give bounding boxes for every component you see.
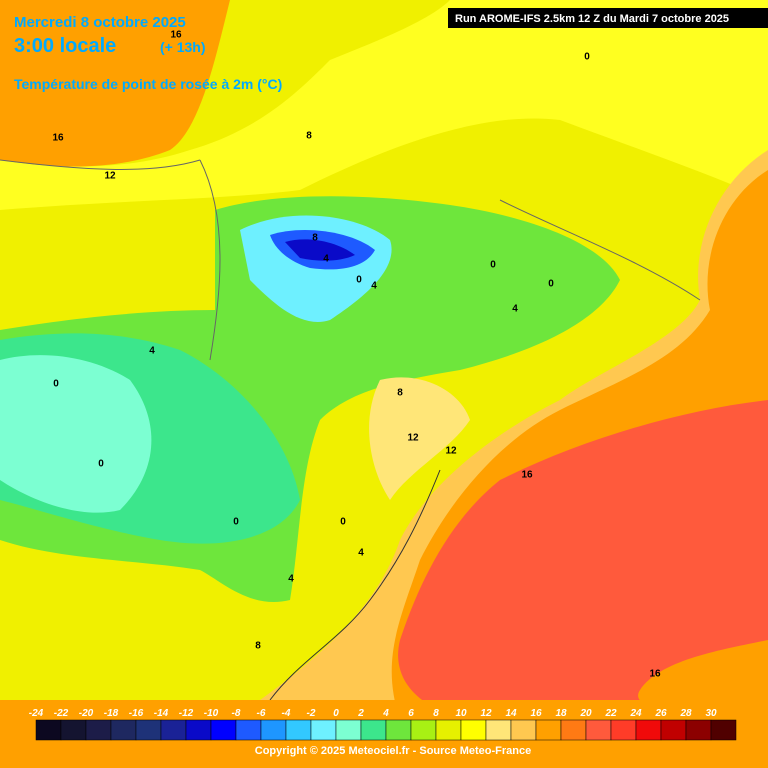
contour-label: 0 <box>53 379 59 390</box>
legend-label: 12 <box>480 708 492 719</box>
contour-label: 8 <box>397 388 403 399</box>
legend-label: -12 <box>179 708 194 719</box>
legend-swatch <box>460 719 487 741</box>
legend-swatch <box>210 719 237 741</box>
legend-swatch <box>335 719 362 741</box>
contour-label: 12 <box>104 171 116 182</box>
legend-label: 18 <box>555 708 567 719</box>
contour-label: 4 <box>358 548 364 559</box>
legend-label: -14 <box>154 708 169 719</box>
legend-label: 22 <box>604 708 617 719</box>
contour-label: 16 <box>170 30 182 41</box>
legend-swatch <box>185 719 212 741</box>
legend-swatch <box>510 719 537 741</box>
region-orange-nw <box>0 0 230 167</box>
legend-label: 24 <box>629 708 642 719</box>
contour-label: 0 <box>356 275 362 286</box>
contour-label: 12 <box>445 446 457 457</box>
legend-swatch <box>360 719 387 741</box>
coastline <box>269 469 441 701</box>
region-cyan <box>0 355 152 513</box>
legend-swatch <box>260 719 287 741</box>
legend-swatch <box>485 719 512 741</box>
legend-label: 20 <box>579 708 592 719</box>
legend-swatch <box>135 719 162 741</box>
legend-swatch <box>310 719 337 741</box>
legend-label: -2 <box>307 708 316 719</box>
contour-label: 0 <box>490 260 496 271</box>
legend-label: -18 <box>104 708 119 719</box>
legend-label: -10 <box>204 708 219 719</box>
legend-label: 30 <box>705 708 717 719</box>
legend-swatch <box>385 719 412 741</box>
legend-swatch <box>710 719 737 741</box>
run-box <box>448 8 768 28</box>
border-lines <box>0 159 701 361</box>
legend-label: 0 <box>333 708 339 719</box>
legend-label: 4 <box>382 708 389 719</box>
legend-label: 28 <box>679 708 692 719</box>
contour-label: 0 <box>584 52 590 63</box>
run-info: Run AROME-IFS 2.5km 12 Z du Mardi 7 octo… <box>455 13 729 25</box>
time: 3:00 locale <box>14 35 116 57</box>
legend-label: 14 <box>505 708 517 719</box>
contour-label: 8 <box>306 131 312 142</box>
contour-label: 0 <box>548 279 554 290</box>
legend-label: -22 <box>54 708 69 719</box>
legend-label: 6 <box>408 708 414 719</box>
contour-label: 4 <box>288 574 294 585</box>
contour-label: 16 <box>649 669 661 680</box>
contour-label: 4 <box>371 281 377 292</box>
region-blue-dark <box>285 239 355 261</box>
contour-label: 16 <box>521 470 533 481</box>
region-yellow-n <box>0 0 768 210</box>
island <box>638 640 768 712</box>
sea-red <box>398 400 768 720</box>
legend-label: 8 <box>433 708 439 719</box>
legend-swatch <box>585 719 612 741</box>
legend-swatch <box>60 719 87 741</box>
legend-label: 26 <box>654 708 667 719</box>
legend-swatch <box>410 719 437 741</box>
contour-label: 8 <box>255 641 261 652</box>
legend-swatch <box>610 719 637 741</box>
legend-swatch <box>535 719 562 741</box>
parameter: Température de point de rosée à 2m (°C) <box>14 76 282 92</box>
legend-swatch <box>435 719 462 741</box>
legend-label: -6 <box>257 708 266 719</box>
contour-label: 4 <box>149 346 155 357</box>
legend-label: -20 <box>79 708 94 719</box>
lead-time: (+ 13h) <box>160 39 206 55</box>
legend-swatch <box>235 719 262 741</box>
legend-swatch <box>35 719 62 741</box>
contour-label: 4 <box>512 304 518 315</box>
legend-label: 10 <box>455 708 467 719</box>
contour-label: 16 <box>52 133 64 144</box>
legend-swatch <box>85 719 112 741</box>
legend-swatch <box>660 719 687 741</box>
legend-swatch <box>160 719 187 741</box>
contour-label: 0 <box>340 517 346 528</box>
legend-label: -24 <box>29 708 44 719</box>
copyright: Copyright © 2025 Meteociel.fr - Source M… <box>255 745 531 757</box>
legend-label: 16 <box>530 708 542 719</box>
contour-label: 12 <box>407 433 419 444</box>
legend-label: 2 <box>357 708 364 719</box>
legend-swatch <box>685 719 712 741</box>
legend-swatch <box>635 719 662 741</box>
contour-label: 0 <box>98 459 104 470</box>
contour-label: 4 <box>323 254 329 265</box>
legend-swatch <box>110 719 137 741</box>
legend-swatch <box>560 719 587 741</box>
legend-label: -16 <box>129 708 144 719</box>
date: Mercredi 8 octobre 2025 <box>14 14 186 31</box>
contour-label: 8 <box>312 233 318 244</box>
legend-label: -8 <box>232 708 241 719</box>
legend-swatch <box>285 719 312 741</box>
contour-label: 0 <box>233 517 239 528</box>
legend-label: -4 <box>282 708 291 719</box>
region-pale <box>369 377 470 500</box>
